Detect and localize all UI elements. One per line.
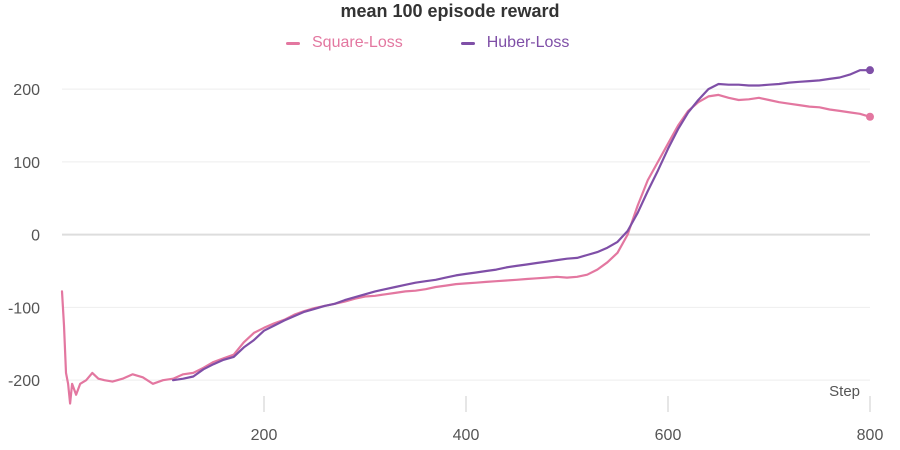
y-tick-label: 0 <box>31 228 40 245</box>
x-tick-label: 800 <box>857 427 884 444</box>
x-tick-label: 600 <box>655 427 682 444</box>
legend-item-huber-loss[interactable]: Huber-Loss <box>460 34 570 52</box>
y-axis-ticks: -200 -100 0 100 200 <box>8 82 40 390</box>
x-axis-label: Step <box>829 383 860 400</box>
legend-label-huber-loss: Huber-Loss <box>486 34 570 51</box>
series-lines <box>60 66 874 405</box>
series-endpoint-square-loss[interactable] <box>866 112 874 121</box>
x-axis-ticks: 200 400 600 800 <box>251 396 884 444</box>
y-tick-label: 200 <box>13 82 40 99</box>
chart-title: mean 100 episode reward <box>340 1 560 21</box>
legend-swatch-square-loss <box>286 41 300 45</box>
series-endpoint-huber-loss[interactable] <box>866 66 874 75</box>
y-tick-label: -100 <box>8 300 40 317</box>
grid-lines <box>62 88 870 381</box>
legend: Square-Loss Huber-Loss <box>286 34 569 52</box>
legend-item-square-loss[interactable]: Square-Loss <box>286 34 403 52</box>
series-line-huber-loss[interactable] <box>172 69 872 382</box>
x-tick-label: 200 <box>251 427 278 444</box>
y-tick-label: 100 <box>13 155 40 172</box>
x-tick-label: 400 <box>453 427 480 444</box>
legend-swatch-huber-loss <box>460 41 475 45</box>
series-line-square-loss[interactable] <box>60 93 872 405</box>
y-tick-label: -200 <box>8 373 40 390</box>
legend-label-square-loss: Square-Loss <box>312 34 403 51</box>
